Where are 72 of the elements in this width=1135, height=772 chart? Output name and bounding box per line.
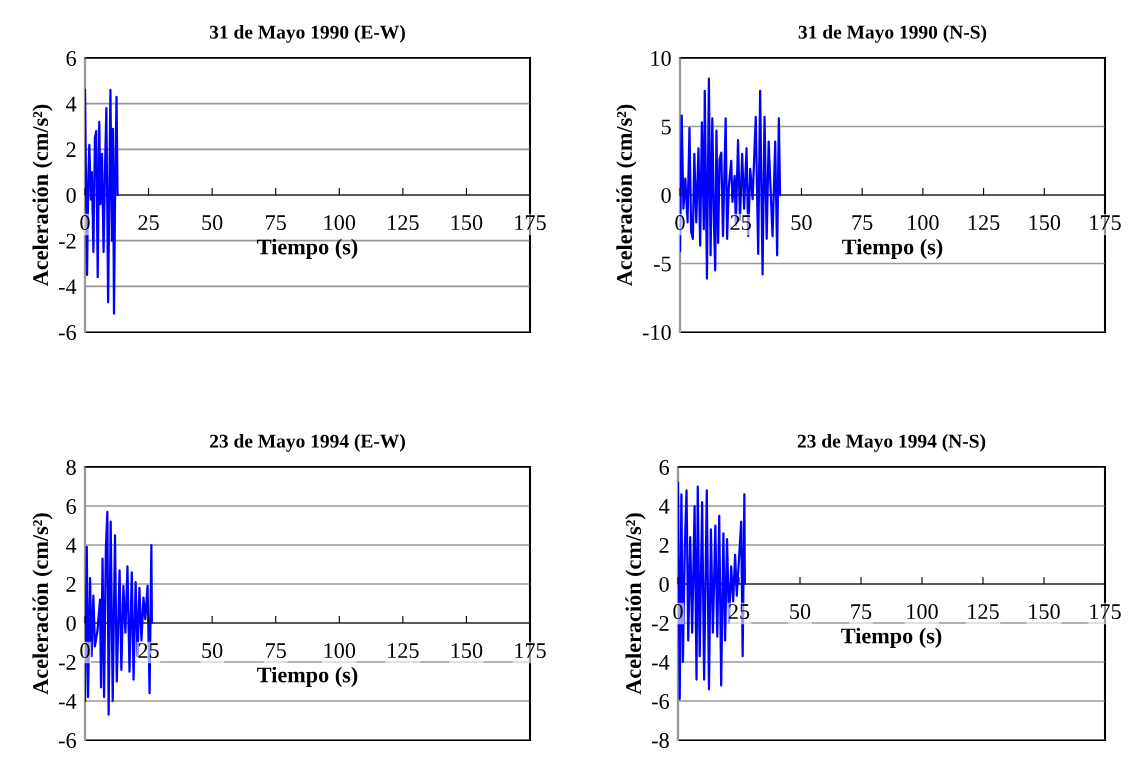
y-tick-label: 2 bbox=[66, 142, 76, 158]
y-axis-title: Aceleración (cm/s²) bbox=[625, 513, 646, 695]
x-tick-label: 125 bbox=[968, 215, 1000, 231]
y-tick-label: -6 bbox=[651, 693, 669, 709]
x-tick-label: 50 bbox=[202, 643, 223, 659]
y-tick-label: 4 bbox=[65, 96, 77, 112]
x-tick-label: 175 bbox=[1090, 215, 1121, 231]
x-tick-label: 125 bbox=[388, 215, 419, 231]
x-tick-label: 125 bbox=[968, 604, 999, 620]
y-tick-label: 10 bbox=[651, 50, 671, 66]
x-tick-label: 0 bbox=[675, 215, 685, 231]
chart-title: 23 de Mayo 1994 (E-W) bbox=[210, 434, 405, 452]
x-tick-label: 100 bbox=[324, 643, 356, 659]
x-tick-label: 50 bbox=[790, 604, 811, 620]
x-axis-title: Tiempo (s) bbox=[257, 666, 358, 687]
y-tick-label: 6 bbox=[659, 459, 669, 475]
y-tick-label: 4 bbox=[65, 538, 77, 553]
y-tick-label: -2 bbox=[651, 615, 669, 631]
y-tick-label: 6 bbox=[66, 498, 76, 514]
x-tick-label: 75 bbox=[852, 215, 873, 231]
x-tick-label: 0 bbox=[673, 604, 683, 620]
y-tick-label: 6 bbox=[66, 50, 76, 66]
y-tick-label: -4 bbox=[651, 655, 670, 670]
x-tick-label: 125 bbox=[388, 643, 419, 659]
y-tick-label: -2 bbox=[58, 233, 76, 249]
x-axis-title: Tiempo (s) bbox=[842, 238, 943, 259]
x-tick-label: 175 bbox=[515, 215, 546, 231]
x-tick-label: 25 bbox=[730, 215, 751, 231]
x-tick-label: 150 bbox=[451, 643, 483, 659]
x-tick-label: 100 bbox=[908, 215, 939, 231]
x-tick-label: 75 bbox=[851, 604, 872, 620]
x-tick-label: 175 bbox=[515, 643, 546, 659]
x-tick-label: 150 bbox=[451, 215, 483, 231]
x-tick-label: 0 bbox=[80, 215, 90, 231]
x-axis-title: Tiempo (s) bbox=[257, 238, 358, 259]
y-tick-label: 2 bbox=[659, 537, 669, 553]
x-tick-label: 100 bbox=[324, 215, 356, 231]
y-tick-label: 5 bbox=[661, 119, 671, 135]
x-tick-label: 100 bbox=[907, 604, 938, 620]
chart-title: 31 de Mayo 1990 (N-S) bbox=[798, 25, 987, 43]
y-tick-label: -6 bbox=[58, 732, 76, 748]
y-tick-label: -4 bbox=[58, 279, 77, 295]
y-tick-label: 0 bbox=[66, 187, 76, 203]
x-tick-label: 0 bbox=[80, 643, 90, 659]
y-tick-label: -8 bbox=[651, 732, 669, 748]
chart-title: 23 de Mayo 1994 (N-S) bbox=[797, 434, 986, 452]
x-tick-label: 25 bbox=[138, 215, 159, 231]
x-tick-label: 175 bbox=[1090, 604, 1121, 620]
x-tick-label: 25 bbox=[138, 643, 159, 659]
y-tick-label: -5 bbox=[653, 256, 671, 272]
y-tick-label: 2 bbox=[66, 576, 76, 592]
x-tick-label: 75 bbox=[266, 215, 286, 231]
y-tick-label: 8 bbox=[66, 459, 76, 475]
y-tick-label: -2 bbox=[58, 654, 76, 670]
y-tick-label: -6 bbox=[58, 324, 76, 340]
x-tick-label: 75 bbox=[266, 643, 286, 659]
x-tick-label: 150 bbox=[1029, 215, 1061, 231]
x-tick-label: 150 bbox=[1029, 604, 1060, 620]
y-tick-label: -10 bbox=[642, 324, 671, 340]
x-tick-label: 25 bbox=[728, 604, 750, 620]
chart-title: 31 de Mayo 1990 (E-W) bbox=[209, 25, 405, 43]
y-axis-title: Aceleración (cm/s²) bbox=[32, 513, 53, 695]
y-axis-title: Aceleración (cm/s²) bbox=[616, 104, 637, 287]
y-tick-label: -4 bbox=[58, 694, 77, 709]
y-tick-label: 0 bbox=[659, 576, 669, 592]
y-axis-title: Aceleración (cm/s²) bbox=[32, 104, 53, 287]
x-axis-title: Tiempo (s) bbox=[841, 627, 942, 648]
x-tick-label: 50 bbox=[202, 215, 223, 231]
y-tick-label: 0 bbox=[66, 615, 76, 631]
y-tick-label: 4 bbox=[658, 499, 670, 514]
y-tick-label: 0 bbox=[661, 187, 671, 203]
x-tick-label: 50 bbox=[791, 215, 812, 231]
